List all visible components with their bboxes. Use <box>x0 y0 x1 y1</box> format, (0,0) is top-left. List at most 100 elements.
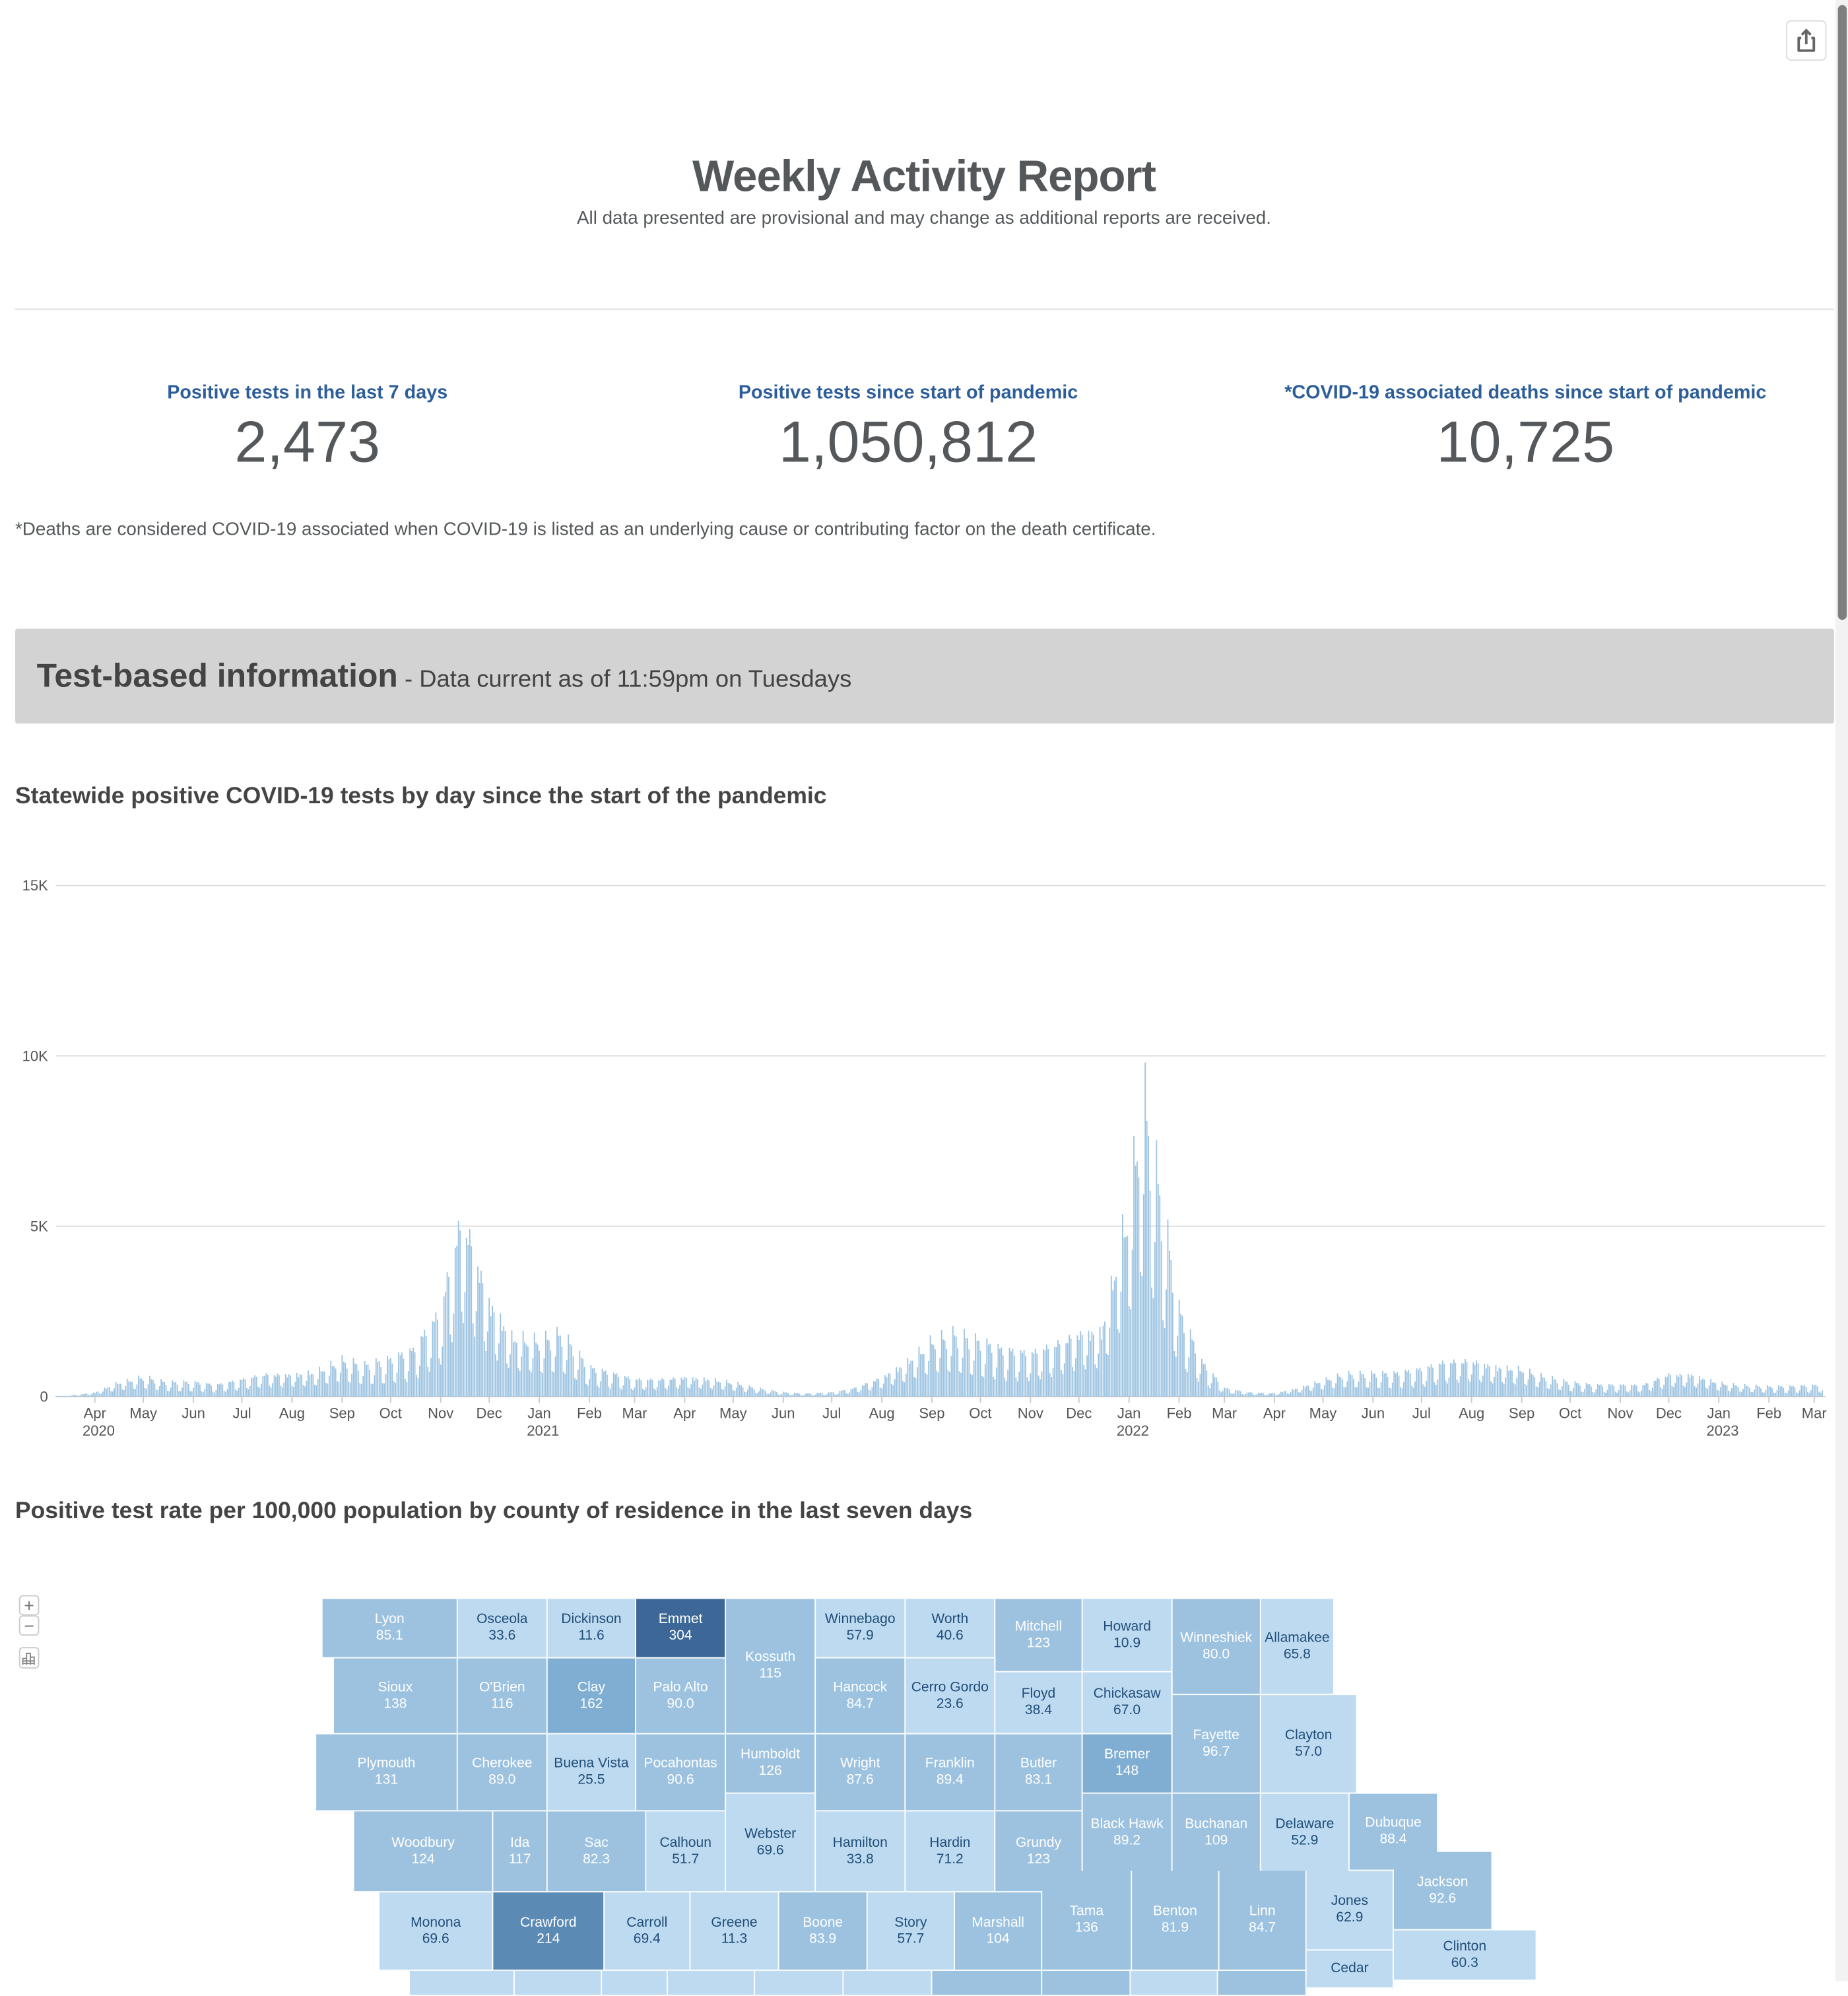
chart-bar[interactable] <box>1098 1353 1100 1397</box>
chart-bar[interactable] <box>337 1381 338 1397</box>
chart-bar[interactable] <box>1069 1335 1071 1397</box>
chart-bar[interactable] <box>816 1393 818 1397</box>
chart-bar[interactable] <box>485 1350 487 1397</box>
chart-bar[interactable] <box>1632 1385 1634 1397</box>
chart-bar[interactable] <box>1789 1385 1791 1397</box>
chart-bar[interactable] <box>301 1375 303 1397</box>
chart-bar[interactable] <box>1241 1394 1243 1397</box>
chart-bar[interactable] <box>220 1383 222 1397</box>
chart-bar[interactable] <box>881 1388 883 1397</box>
chart-bar[interactable] <box>550 1350 552 1397</box>
chart-bar[interactable] <box>1137 1161 1138 1397</box>
chart-bar[interactable] <box>1671 1385 1673 1397</box>
chart-bar[interactable] <box>1787 1390 1789 1397</box>
chart-bar[interactable] <box>262 1376 264 1397</box>
chart-bar[interactable] <box>1699 1376 1700 1397</box>
chart-bar[interactable] <box>1199 1374 1201 1397</box>
chart-bar[interactable] <box>1690 1374 1692 1397</box>
chart-bar[interactable] <box>1514 1384 1516 1397</box>
chart-bar[interactable] <box>218 1384 220 1397</box>
chart-bar[interactable] <box>1679 1374 1681 1397</box>
chart-bar[interactable] <box>1235 1389 1237 1397</box>
county-wright[interactable]: Wright 87.6 <box>816 1734 906 1812</box>
county-winnebago[interactable]: Winnebago 57.9 <box>816 1599 906 1659</box>
chart-bar[interactable] <box>170 1387 172 1397</box>
county-carroll[interactable]: Carroll 69.4 <box>605 1892 691 1971</box>
chart-bar[interactable] <box>97 1391 99 1397</box>
chart-bar[interactable] <box>1070 1339 1072 1397</box>
chart-bar[interactable] <box>393 1381 395 1397</box>
chart-bar[interactable] <box>70 1395 71 1397</box>
chart-bar[interactable] <box>731 1384 733 1397</box>
chart-bar[interactable] <box>981 1376 983 1397</box>
chart-bar[interactable] <box>614 1374 616 1397</box>
chart-bar[interactable] <box>1336 1373 1338 1397</box>
chart-bar[interactable] <box>438 1358 440 1397</box>
chart-bar[interactable] <box>829 1392 831 1397</box>
chart-bar[interactable] <box>673 1377 675 1397</box>
chart-bar[interactable] <box>1438 1364 1440 1397</box>
chart-bar[interactable] <box>249 1385 251 1397</box>
chart-bar[interactable] <box>616 1373 618 1397</box>
chart-bar[interactable] <box>478 1282 480 1397</box>
chart-bar[interactable] <box>820 1392 821 1397</box>
chart-bar[interactable] <box>155 1389 157 1397</box>
chart-bar[interactable] <box>374 1375 376 1397</box>
chart-bar[interactable] <box>246 1387 248 1397</box>
chart-bar[interactable] <box>1694 1386 1696 1397</box>
chart-bar[interactable] <box>1524 1383 1526 1397</box>
chart-bar[interactable] <box>385 1374 387 1397</box>
chart-bar[interactable] <box>694 1380 696 1397</box>
chart-bar[interactable] <box>480 1271 482 1397</box>
chart-bar[interactable] <box>1602 1386 1603 1397</box>
chart-bar[interactable] <box>659 1380 661 1397</box>
chart-bar[interactable] <box>209 1383 211 1397</box>
chart-bar[interactable] <box>440 1364 442 1397</box>
chart-bar[interactable] <box>1159 1195 1161 1397</box>
chart-bar[interactable] <box>1283 1391 1285 1397</box>
chart-bar[interactable] <box>104 1387 106 1397</box>
chart-bar[interactable] <box>1186 1372 1188 1397</box>
chart-bar[interactable] <box>76 1395 78 1397</box>
chart-bar[interactable] <box>199 1384 201 1397</box>
chart-bar[interactable] <box>1325 1377 1327 1397</box>
chart-bar[interactable] <box>861 1385 863 1397</box>
chart-bar[interactable] <box>1142 1194 1144 1397</box>
chart-bar[interactable] <box>443 1296 445 1397</box>
chart-bar[interactable] <box>580 1357 582 1397</box>
chart-bar[interactable] <box>779 1395 781 1397</box>
chart-bar[interactable] <box>925 1373 927 1397</box>
chart-bar[interactable] <box>1488 1366 1490 1397</box>
chart-bar[interactable] <box>1047 1349 1049 1397</box>
chart-bar[interactable] <box>605 1370 607 1397</box>
chart-bar[interactable] <box>1552 1376 1554 1397</box>
chart-bar[interactable] <box>333 1366 335 1397</box>
chart-bar[interactable] <box>764 1391 766 1397</box>
chart-bar[interactable] <box>865 1383 867 1397</box>
chart-bar[interactable] <box>1729 1391 1731 1397</box>
chart-bar[interactable] <box>794 1392 795 1397</box>
chart-bar[interactable] <box>750 1387 752 1397</box>
chart-bar[interactable] <box>1272 1393 1274 1397</box>
chart-bar[interactable] <box>511 1330 513 1397</box>
county-grundy[interactable]: Grundy 123 <box>995 1811 1083 1893</box>
chart-bar[interactable] <box>1084 1369 1086 1397</box>
chart-bar[interactable] <box>367 1364 369 1397</box>
county-tama[interactable]: Tama 136 <box>1042 1871 1133 1971</box>
chart-bar[interactable] <box>1007 1370 1009 1397</box>
chart-bar[interactable] <box>721 1389 723 1397</box>
chart-bar[interactable] <box>1566 1381 1568 1397</box>
chart-bar[interactable] <box>933 1345 935 1397</box>
chart-bar[interactable] <box>144 1387 146 1397</box>
chart-bar[interactable] <box>542 1373 543 1397</box>
chart-bar[interactable] <box>322 1371 323 1397</box>
chart-bar[interactable] <box>1303 1385 1305 1397</box>
chart-bar[interactable] <box>1078 1339 1080 1397</box>
chart-bar[interactable] <box>915 1378 917 1397</box>
chart-bar[interactable] <box>498 1343 500 1397</box>
county-palo-alto[interactable]: Palo Alto 90.0 <box>636 1658 727 1735</box>
county-sac[interactable]: Sac 82.3 <box>547 1811 647 1893</box>
chart-bar[interactable] <box>107 1387 109 1397</box>
chart-bar[interactable] <box>559 1335 561 1397</box>
chart-bar[interactable] <box>456 1246 458 1397</box>
